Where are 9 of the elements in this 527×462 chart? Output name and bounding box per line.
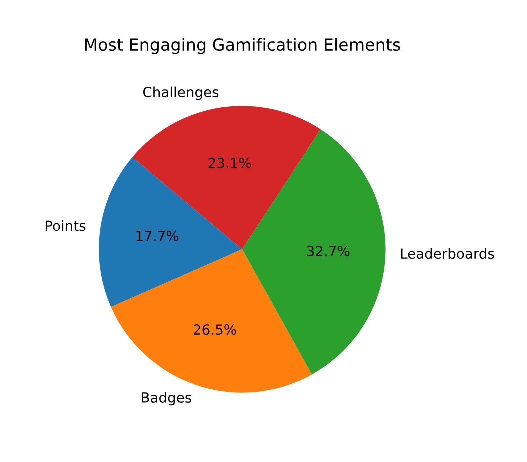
data-label: 32.7% (307, 246, 350, 257)
slice-label: Leaderboards (401, 248, 494, 260)
data-label: 17.7% (136, 230, 179, 242)
slice-label: Points (46, 220, 86, 232)
slice-label: Challenges (143, 86, 219, 100)
chart-title: Most Engaging Gamification Elements (85, 38, 400, 54)
slice-label: Badges (142, 392, 192, 406)
data-label: 26.5% (194, 324, 236, 336)
data-label: 23.1% (208, 158, 252, 168)
